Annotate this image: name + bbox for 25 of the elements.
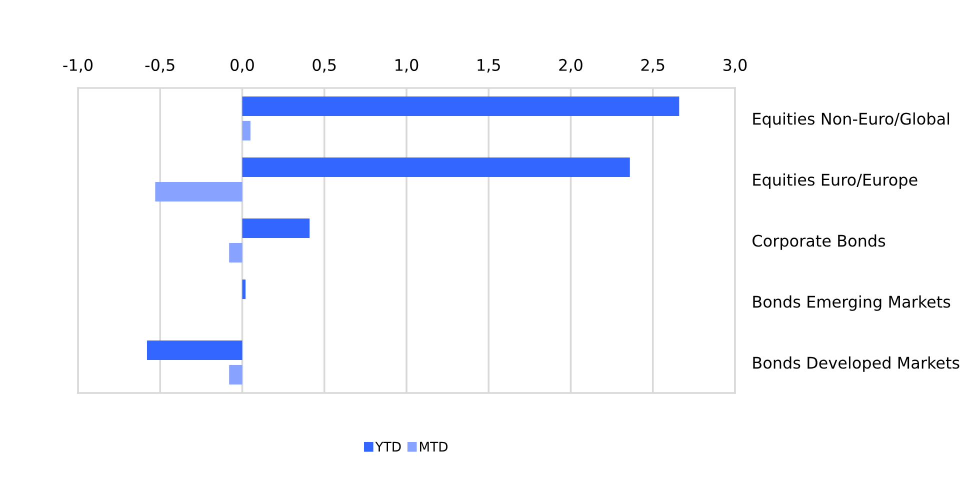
x-tick-label: 2,0: [559, 58, 582, 73]
x-tick-label: -1,0: [63, 58, 93, 73]
y-tick-label: Corporate Bonds: [752, 234, 886, 250]
bar: [229, 242, 242, 262]
bar: [155, 182, 242, 202]
bar: [242, 218, 310, 238]
x-tick-label: -0,5: [145, 58, 174, 73]
y-tick-label: Equities Non-Euro/Global: [753, 112, 950, 128]
x-tick-label: 0,0: [230, 58, 254, 73]
bar: [146, 340, 242, 360]
y-tick-label: Equities Euro/Europe: [753, 173, 918, 189]
bar: [242, 280, 246, 300]
bar: [242, 96, 680, 116]
x-tick-label: 1,5: [478, 59, 500, 73]
y-tick-label: Bonds Developed Markets: [753, 356, 960, 372]
x-tick-label: 3,0: [724, 58, 747, 73]
bar: [242, 158, 630, 178]
bar: [229, 364, 242, 384]
y-tick-label: Bonds Emerging Markets: [753, 295, 950, 311]
legend-label: MTD: [420, 442, 448, 452]
legend-label: YTD: [375, 442, 401, 452]
x-tick-label: 1,0: [396, 58, 418, 73]
x-tick-label: 0,5: [312, 58, 336, 73]
bar: [242, 120, 250, 140]
x-tick-label: 2,5: [641, 58, 664, 73]
